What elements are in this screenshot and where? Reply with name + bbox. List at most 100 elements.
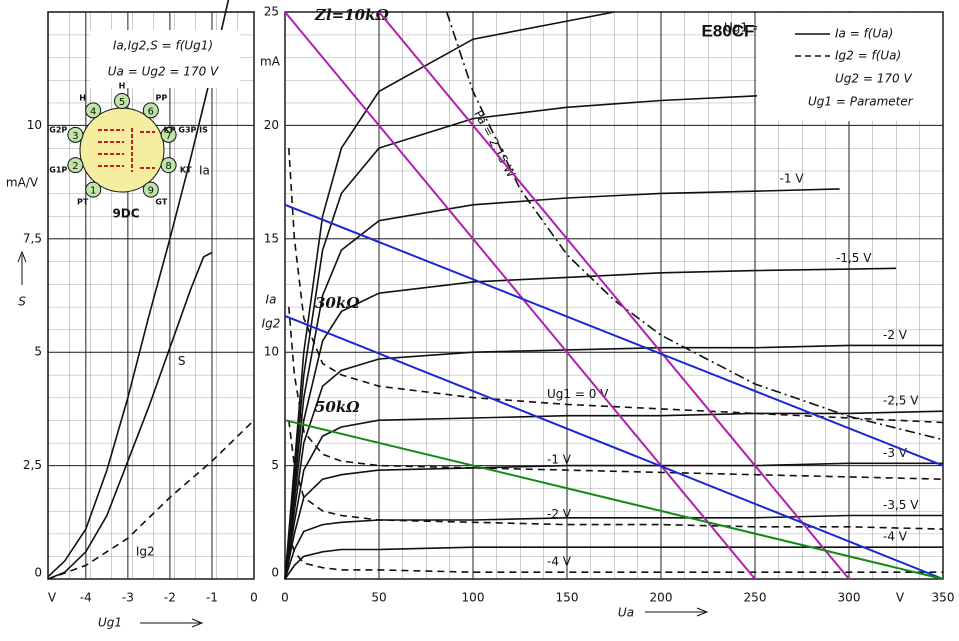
load-line [284, 203, 944, 467]
tube-pin [67, 157, 84, 174]
curve-label: -1,5 V [836, 251, 872, 265]
pin-label: KT [180, 165, 192, 174]
curve [284, 514, 943, 580]
pin-number: 2 [72, 161, 78, 172]
y-label: Ig2 [262, 317, 281, 331]
arrow [140, 618, 204, 628]
curve [284, 188, 840, 580]
curve [284, 344, 943, 580]
y-tick-label: 2,5 [23, 458, 42, 472]
curve-label: Zl=10kΩ [314, 6, 389, 24]
pin-number: 5 [119, 97, 125, 108]
x-tick-label: -3 [122, 591, 134, 605]
x-tick-label: 100 [462, 591, 485, 605]
arrow [17, 250, 27, 285]
curve [47, 251, 213, 580]
pin-number: 8 [165, 161, 171, 172]
curve [445, 11, 944, 441]
tube-pin [85, 181, 102, 198]
pin-number: 6 [148, 106, 154, 117]
curve [288, 306, 944, 480]
y-label: Ia [266, 293, 277, 307]
x-label: Ug1 [98, 616, 122, 630]
x-tick-label: 150 [556, 591, 579, 605]
x-tick-label: 0 [281, 591, 289, 605]
x-tick-label: 50 [371, 591, 386, 605]
y-tick-label: 10 [264, 345, 279, 359]
curve-label: -4 V [547, 555, 572, 569]
y-tick-label: 20 [264, 118, 279, 132]
y-tick-label: 0 [34, 566, 42, 580]
legend-entry: Ug2 = 170 V [835, 72, 912, 86]
tube-pin [85, 102, 102, 119]
legend-entry: Ug1 = Parameter [808, 95, 914, 109]
tube-pin [160, 157, 177, 174]
y-tick-label: 0 [271, 566, 279, 580]
load-line [284, 314, 944, 580]
tube-pin [160, 126, 177, 143]
x-tick-label: 250 [744, 591, 767, 605]
curve [284, 462, 943, 580]
formula: Ia,Ig2,S = f(Ug1) [113, 39, 213, 53]
curve-label: Ia [199, 164, 210, 178]
curve [284, 546, 943, 580]
curve-label: Ug1 = 0 V [547, 387, 609, 401]
x-tick-label: 300 [838, 591, 861, 605]
y-unit: mA/V [6, 176, 39, 190]
pin-label: G2P [49, 126, 67, 135]
pin-number: 7 [165, 131, 171, 142]
pin-number: 3 [72, 131, 78, 142]
arrow [645, 607, 709, 617]
tube-name: 9DC [112, 207, 139, 221]
curve [284, 11, 615, 580]
load-line [378, 11, 850, 580]
pin-number: 9 [148, 186, 154, 197]
pin-label: G1P [49, 165, 67, 174]
curve [288, 420, 944, 530]
x-unit: V [896, 591, 905, 605]
y-label: S [18, 295, 26, 309]
x-tick-label: 200 [650, 591, 673, 605]
load-line [284, 11, 756, 580]
curve-label: -1 V [780, 171, 805, 185]
pin-number: 1 [90, 186, 96, 197]
pin-label: PP [156, 94, 168, 103]
x-tick-label: -1 [206, 591, 218, 605]
chart-title: E80CF [702, 21, 755, 40]
y-tick-label: 5 [34, 345, 42, 359]
y-tick-label: 15 [264, 231, 279, 245]
x-tick-label: 350 [932, 591, 955, 605]
curve-label: -4 V [883, 530, 908, 544]
y-tick-label: 5 [271, 458, 279, 472]
tube-base [79, 107, 165, 193]
tube-pin [114, 93, 130, 109]
y-unit: mA [260, 55, 281, 69]
y-tick-label: 7,5 [23, 231, 42, 245]
tube-electrodes [98, 128, 155, 172]
condition: Ua = Ug2 = 170 V [108, 65, 219, 79]
label-box [90, 30, 240, 88]
pin-label: GT [155, 197, 167, 206]
curve-label: 50kΩ [315, 398, 360, 416]
legend-entry: Ia = f(Ua) [835, 27, 893, 41]
curve-label: -2 V [547, 507, 572, 521]
tube-pin [67, 126, 84, 143]
pin-label: H [119, 82, 126, 91]
curve-label: -3,5 V [883, 498, 919, 512]
x-tick-label: 0 [250, 591, 258, 605]
x-tick-label: -2 [164, 591, 176, 605]
tube-pin [142, 181, 159, 198]
curve-label: -1 V [547, 453, 572, 467]
curve-label: S [178, 354, 186, 368]
pin-label: H [79, 94, 86, 103]
curve [288, 533, 943, 573]
curve-label: Ig2 [136, 545, 155, 559]
pin-label: KP G3P IS [164, 126, 209, 135]
legend [757, 13, 942, 121]
curve [284, 267, 897, 580]
pin-label: PT [77, 197, 89, 206]
annotations: Ia,Ig2,S = f(Ug1) Ua = Ug2 = 170 V mA/V … [6, 13, 942, 630]
